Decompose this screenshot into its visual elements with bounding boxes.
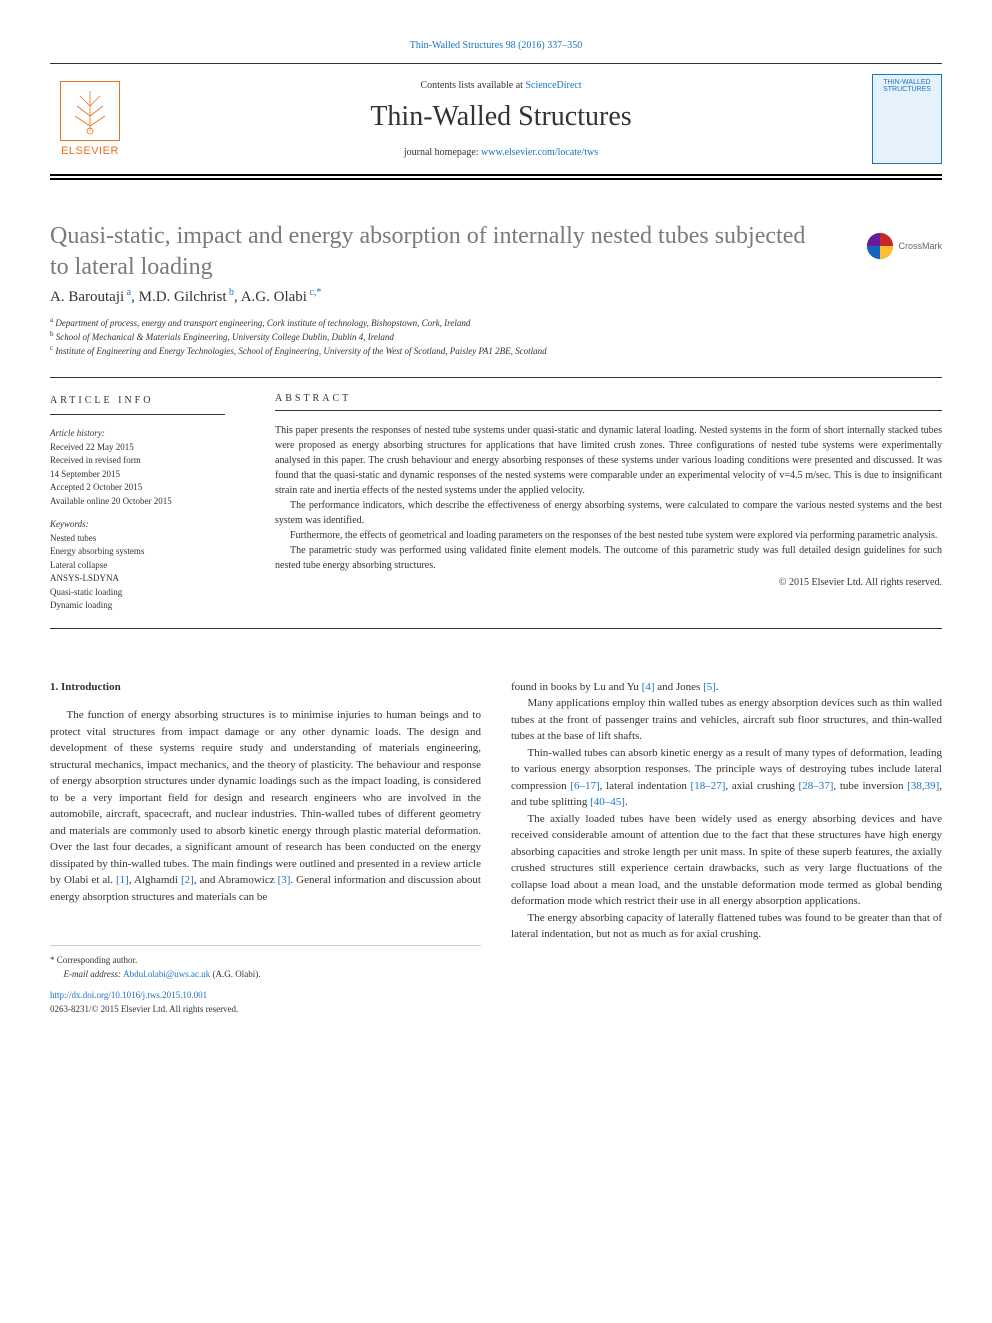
history-label: Article history:: [50, 427, 225, 441]
keyword: Energy absorbing systems: [50, 545, 225, 559]
author-1: A. Baroutaji: [50, 289, 124, 305]
body-left-col: 1. Introduction The function of energy a…: [50, 679, 481, 1017]
email-note: E-mail address: Abdul.olabi@uws.ac.uk (A…: [50, 968, 481, 982]
journal-homepage-line: journal homepage: www.elsevier.com/locat…: [130, 147, 872, 158]
article-info-heading: article info: [50, 393, 225, 415]
crossmark-icon: [866, 232, 894, 260]
keyword: Dynamic loading: [50, 599, 225, 613]
citation-header: Thin-Walled Structures 98 (2016) 337–350: [50, 40, 942, 51]
email-link[interactable]: Abdul.olabi@uws.ac.uk: [123, 969, 210, 979]
abstract-p4: The parametric study was performed using…: [275, 543, 942, 573]
body-p6: The energy absorbing capacity of lateral…: [511, 910, 942, 943]
keyword: ANSYS-LSDYNA: [50, 572, 225, 586]
header-center: Contents lists available at ScienceDirec…: [130, 80, 872, 158]
affiliations: a Department of process, energy and tran…: [50, 316, 942, 357]
affiliation-b: b School of Mechanical & Materials Engin…: [50, 330, 942, 344]
abstract-p3: Furthermore, the effects of geometrical …: [275, 528, 942, 543]
author-1-aff: a: [124, 287, 131, 298]
body-p5: The axially loaded tubes have been widel…: [511, 811, 942, 910]
body-p2: found in books by Lu and Yu [4] and Jone…: [511, 679, 942, 696]
corr-author-note: * Corresponding author.: [50, 954, 481, 968]
body-p3: Many applications employ thin walled tub…: [511, 695, 942, 745]
keyword: Nested tubes: [50, 532, 225, 546]
homepage-prefix: journal homepage:: [404, 147, 481, 158]
body-p4: Thin-walled tubes can absorb kinetic ene…: [511, 745, 942, 811]
issn-line: 0263-8231/© 2015 Elsevier Ltd. All right…: [50, 1003, 481, 1017]
history-line: Accepted 2 October 2015: [50, 481, 225, 495]
cover-title-line1: THIN-WALLED: [883, 79, 930, 86]
section-1-heading: 1. Introduction: [50, 679, 481, 696]
history-line: Available online 20 October 2015: [50, 495, 225, 509]
elsevier-label: ELSEVIER: [61, 145, 119, 157]
abstract-p2: The performance indicators, which descri…: [275, 498, 942, 528]
history-line: Received 22 May 2015: [50, 441, 225, 455]
abstract-p1: This paper presents the responses of nes…: [275, 423, 942, 498]
homepage-link[interactable]: www.elsevier.com/locate/tws: [481, 147, 598, 158]
author-3-corr: *: [316, 287, 321, 298]
doi-link[interactable]: http://dx.doi.org/10.1016/j.tws.2015.10.…: [50, 989, 481, 1003]
email-suffix: (A.G. Olabi).: [210, 969, 260, 979]
affiliation-a: a Department of process, energy and tran…: [50, 316, 942, 330]
body-p1: The function of energy absorbing structu…: [50, 707, 481, 905]
crossmark-label: CrossMark: [898, 241, 942, 251]
journal-name: Thin-Walled Structures: [130, 101, 872, 133]
author-2-aff: b: [227, 287, 235, 298]
author-3: A.G. Olabi: [241, 289, 307, 305]
body-columns: 1. Introduction The function of energy a…: [50, 679, 942, 1017]
contents-prefix: Contents lists available at: [420, 80, 525, 91]
abstract-text: This paper presents the responses of nes…: [275, 423, 942, 590]
body-right-col: found in books by Lu and Yu [4] and Jone…: [511, 679, 942, 1017]
keyword: Quasi-static loading: [50, 586, 225, 600]
ref-18-27[interactable]: [18–27]: [691, 780, 726, 792]
email-prefix: E-mail address:: [64, 969, 124, 979]
footer-section: * Corresponding author. E-mail address: …: [50, 945, 481, 1016]
article-info-col: article info Article history: Received 2…: [50, 378, 250, 613]
ref-2[interactable]: [2]: [181, 874, 194, 886]
abstract-col: abstract This paper presents the respons…: [250, 378, 942, 613]
keyword: Lateral collapse: [50, 559, 225, 573]
crossmark-badge[interactable]: CrossMark: [866, 232, 942, 260]
author-2: M.D. Gilchrist: [139, 289, 227, 305]
ref-1[interactable]: [1]: [116, 874, 129, 886]
cover-title-line2: STRUCTURES: [883, 86, 931, 93]
ref-38-39[interactable]: [38,39]: [907, 780, 939, 792]
journal-cover-thumbnail: THIN-WALLED STRUCTURES: [872, 74, 942, 164]
elsevier-tree-icon: [60, 81, 120, 141]
ref-5[interactable]: [5]: [703, 681, 716, 693]
elsevier-logo: ELSEVIER: [50, 74, 130, 164]
contents-lists-text: Contents lists available at ScienceDirec…: [130, 80, 872, 91]
affiliation-c: c Institute of Engineering and Energy Te…: [50, 344, 942, 358]
article-title: Quasi-static, impact and energy absorpti…: [50, 221, 942, 283]
journal-header-box: ELSEVIER Contents lists available at Sci…: [50, 63, 942, 176]
copyright-line: © 2015 Elsevier Ltd. All rights reserved…: [275, 575, 942, 590]
ref-28-37[interactable]: [28–37]: [799, 780, 834, 792]
ref-40-45[interactable]: [40–45]: [590, 796, 625, 808]
ref-6-17[interactable]: [6–17]: [570, 780, 599, 792]
ref-3[interactable]: [3]: [278, 874, 291, 886]
sciencedirect-link[interactable]: ScienceDirect: [525, 80, 581, 91]
abstract-heading: abstract: [275, 393, 942, 411]
ref-4[interactable]: [4]: [642, 681, 655, 693]
author-3-aff: c,: [307, 287, 316, 298]
keywords-label: Keywords:: [50, 518, 225, 532]
history-line: Received in revised form: [50, 454, 225, 468]
history-line: 14 September 2015: [50, 468, 225, 482]
authors-line: A. Baroutaji a, M.D. Gilchrist b, A.G. O…: [50, 287, 942, 306]
info-abstract-row: article info Article history: Received 2…: [50, 377, 942, 629]
